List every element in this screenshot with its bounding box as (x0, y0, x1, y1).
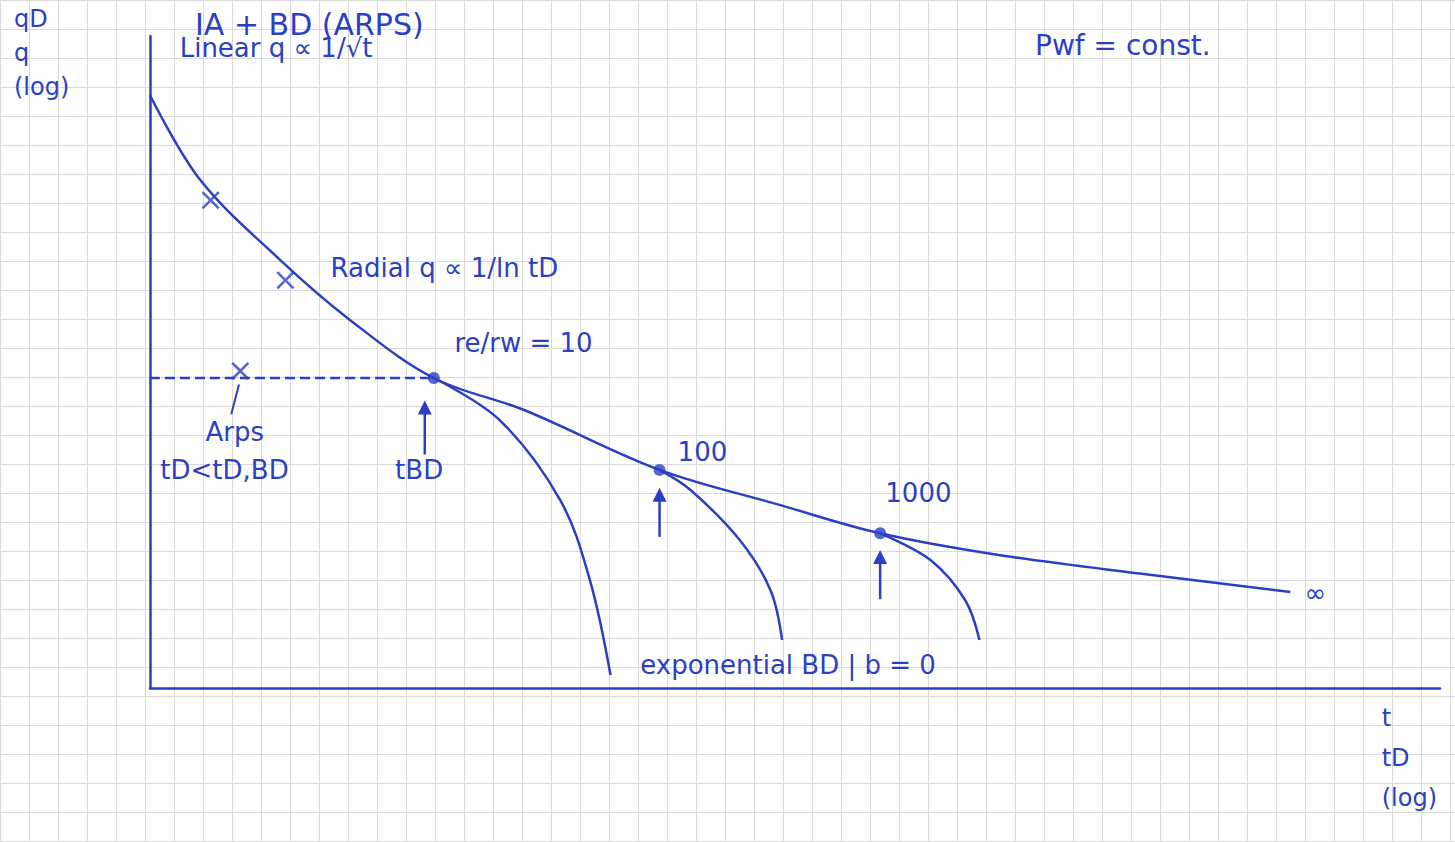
svg-text:Linear q ∝ 1/√t: Linear q ∝ 1/√t (179, 33, 373, 64)
svg-text:Pwf = const.: Pwf = const. (1035, 29, 1211, 62)
svg-text:(log): (log) (1382, 784, 1437, 812)
svg-text:re/rw = 10: re/rw = 10 (454, 328, 592, 358)
svg-text:qD: qD (14, 5, 48, 33)
svg-text:exponential BD | b = 0: exponential BD | b = 0 (640, 650, 936, 681)
svg-text:IA + BD (ARPS): IA + BD (ARPS) (195, 7, 424, 42)
svg-text:q: q (14, 39, 29, 67)
svg-text:100: 100 (678, 437, 728, 467)
svg-text:Radial q ∝ 1/ln tD: Radial q ∝ 1/ln tD (331, 253, 559, 283)
svg-text:Arps: Arps (205, 417, 264, 447)
svg-text:t: t (1382, 704, 1391, 732)
svg-text:tBD: tBD (395, 455, 443, 485)
svg-text:tD: tD (1382, 744, 1410, 772)
svg-text:tD<tD,BD: tD<tD,BD (160, 455, 288, 485)
svg-text:∞: ∞ (1305, 578, 1327, 608)
svg-text:1000: 1000 (885, 478, 951, 508)
svg-text:(log): (log) (14, 73, 69, 101)
